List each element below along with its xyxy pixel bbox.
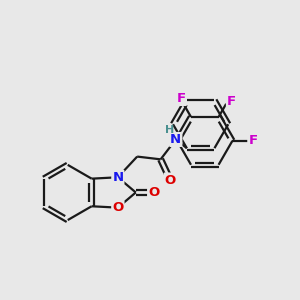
- Text: N: N: [112, 171, 123, 184]
- Text: H: H: [165, 125, 174, 135]
- Text: F: F: [227, 95, 236, 108]
- Text: O: O: [148, 186, 159, 199]
- Text: O: O: [112, 201, 124, 214]
- Text: F: F: [177, 92, 186, 105]
- Text: O: O: [165, 173, 176, 187]
- Text: N: N: [170, 133, 182, 146]
- Text: F: F: [248, 134, 257, 147]
